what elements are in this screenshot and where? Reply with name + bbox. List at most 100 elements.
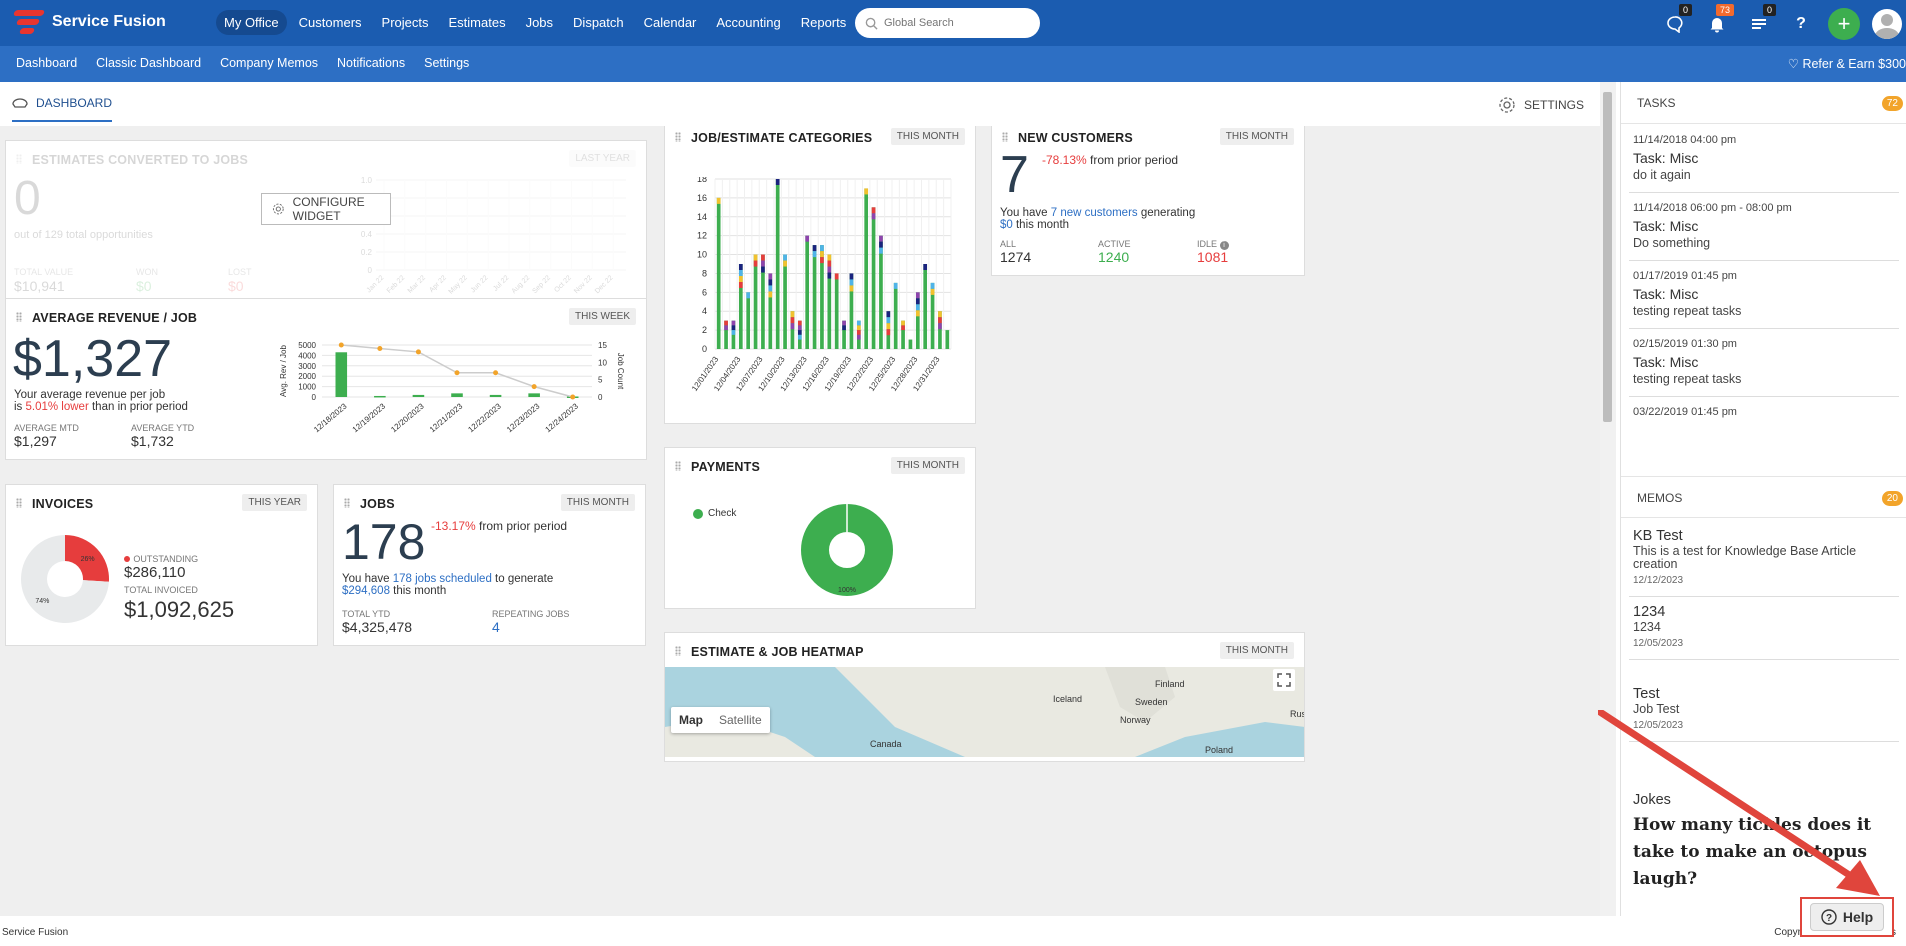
y-tick-label: 14 bbox=[697, 212, 707, 222]
category-bar bbox=[724, 320, 728, 349]
help-button[interactable]: ? Help bbox=[1809, 903, 1885, 931]
x-tick-label: Oct 22 bbox=[553, 274, 573, 294]
nav-accounting[interactable]: Accounting bbox=[716, 15, 781, 30]
subnav-classic-dashboard[interactable]: Classic Dashboard bbox=[96, 56, 202, 70]
new-customers-line1: You have 7 new customers generating bbox=[1000, 207, 1196, 219]
task-desc: Do something bbox=[1633, 236, 1711, 250]
category-bar bbox=[930, 282, 935, 349]
category-bar-segment bbox=[879, 247, 883, 254]
heatmap-widget: ESTIMATE & JOB HEATMAP THIS MONTH Map Sa… bbox=[664, 632, 1305, 762]
search-input[interactable] bbox=[884, 17, 1024, 29]
task-desc: testing repeat tasks bbox=[1633, 304, 1742, 318]
nav-projects[interactable]: Projects bbox=[381, 15, 429, 30]
job-count-point bbox=[570, 394, 576, 400]
info-icon[interactable]: i bbox=[1219, 241, 1229, 250]
dashboard-settings-button[interactable]: SETTINGS bbox=[1498, 96, 1584, 114]
memo-item[interactable]: KB Test This is a test for Knowledge Base… bbox=[1629, 518, 1899, 597]
nav-calendar[interactable]: Calendar bbox=[643, 15, 697, 30]
global-search[interactable] bbox=[855, 8, 1040, 38]
category-bar-segment bbox=[879, 241, 883, 248]
configure-widget-button[interactable]: CONFIGURE WIDGET bbox=[261, 193, 391, 225]
category-bar-segment bbox=[797, 320, 802, 326]
category-bar-segment bbox=[768, 273, 773, 280]
fullscreen-button[interactable] bbox=[1273, 669, 1295, 691]
nav-my-office[interactable]: My Office bbox=[216, 10, 287, 35]
subnav-company-memos[interactable]: Company Memos bbox=[220, 56, 319, 70]
period-select[interactable]: THIS MONTH bbox=[890, 457, 965, 474]
map-tab[interactable]: Map bbox=[679, 713, 703, 727]
category-bar bbox=[761, 254, 765, 349]
task-item[interactable]: 11/14/2018 06:00 pm - 08:00 pm Task: Misc… bbox=[1629, 192, 1899, 261]
category-bar bbox=[945, 330, 950, 349]
chat-button[interactable]: 0 bbox=[1660, 4, 1692, 39]
tasks-button[interactable]: 0 bbox=[1744, 4, 1776, 39]
notifications-button[interactable]: 73 bbox=[1702, 4, 1734, 39]
new-customers-link[interactable]: 7 new customers bbox=[1050, 207, 1138, 219]
category-bar bbox=[812, 245, 817, 349]
help-icon-button[interactable]: ? bbox=[1786, 9, 1816, 39]
job-estimate-categories-widget: JOB/ESTIMATE CATEGORIES THIS MONTH 0 2 4 6 8… bbox=[664, 126, 976, 424]
map-label: Norway bbox=[1120, 715, 1151, 725]
task-item[interactable]: 02/15/2019 01:30 pm Task: Misc testing rep… bbox=[1629, 328, 1899, 397]
task-item[interactable]: 11/14/2018 04:00 pm Task: Misc do it again bbox=[1629, 124, 1899, 193]
category-bar-segment bbox=[938, 323, 942, 330]
nav-reports[interactable]: Reports bbox=[800, 15, 847, 30]
service-fusion-logo[interactable]: Service Fusion bbox=[12, 8, 166, 36]
jobs-ytd-value: $4,325,478 bbox=[342, 619, 413, 635]
x-tick-label: Apr 22 bbox=[428, 274, 448, 294]
category-bar-segment bbox=[886, 323, 891, 330]
jobs-scheduled-link[interactable]: 178 jobs scheduled bbox=[392, 573, 492, 585]
nav-estimates[interactable]: Estimates bbox=[448, 15, 506, 30]
period-select[interactable]: THIS MONTH bbox=[560, 494, 635, 511]
job-count-point bbox=[493, 370, 499, 376]
nav-jobs[interactable]: Jobs bbox=[525, 15, 554, 30]
memo-item[interactable]: Test Job Test 12/05/2023 bbox=[1629, 676, 1899, 742]
repeating-jobs-value[interactable]: 4 bbox=[492, 619, 500, 635]
refer-link[interactable]: ♡ Refer & Earn $300 bbox=[1788, 56, 1906, 71]
invoices-widget: INVOICES THIS YEAR 26% 74% OUTSTANDING $2… bbox=[5, 484, 318, 646]
task-time: 11/14/2018 06:00 pm - 08:00 pm bbox=[1633, 202, 1792, 214]
period-select[interactable]: THIS WEEK bbox=[568, 308, 636, 325]
user-avatar[interactable] bbox=[1872, 9, 1902, 39]
category-bar-segment bbox=[731, 320, 736, 326]
memo-title: KB Test bbox=[1633, 528, 1683, 544]
period-select[interactable]: THIS MONTH bbox=[1219, 642, 1294, 659]
task-item[interactable]: 01/17/2019 01:45 pm Task: Misc testing rep… bbox=[1629, 260, 1899, 329]
category-bar-segment bbox=[886, 329, 891, 336]
satellite-tab[interactable]: Satellite bbox=[719, 713, 762, 727]
period-select[interactable]: THIS YEAR bbox=[242, 494, 307, 511]
category-bar-segment bbox=[915, 298, 920, 305]
widget-title: JOBS bbox=[360, 497, 395, 511]
category-bar bbox=[783, 254, 787, 349]
tasks-header: TASKS 72 bbox=[1621, 82, 1906, 124]
task-item[interactable]: 03/22/2019 01:45 pm bbox=[1629, 396, 1899, 422]
nav-customers[interactable]: Customers bbox=[298, 15, 362, 30]
y-tick-label: 6 bbox=[702, 287, 707, 297]
nav-dispatch[interactable]: Dispatch bbox=[573, 15, 624, 30]
category-bar-segment bbox=[879, 235, 883, 242]
memo-item[interactable]: 1234 1234 12/05/2023 bbox=[1629, 594, 1899, 660]
task-time: 03/22/2019 01:45 pm bbox=[1633, 406, 1737, 418]
tab-dashboard[interactable]: DASHBOARD bbox=[12, 96, 113, 122]
period-select[interactable]: THIS MONTH bbox=[1219, 128, 1294, 145]
job-count-point bbox=[377, 345, 383, 351]
total-value-label: TOTAL VALUE bbox=[14, 267, 74, 277]
subnav-dashboard[interactable]: Dashboard bbox=[16, 56, 78, 70]
category-bar bbox=[893, 282, 898, 349]
category-bar-segment bbox=[834, 273, 839, 280]
pie-label: 74% bbox=[35, 598, 49, 605]
main-scrollbar[interactable] bbox=[1600, 82, 1616, 916]
period-select[interactable]: THIS MONTH bbox=[890, 128, 965, 145]
category-bar bbox=[901, 320, 905, 349]
map-type-toggle: Map Satellite bbox=[671, 707, 770, 733]
y-right-tick: 0 bbox=[598, 393, 603, 402]
quick-add-button[interactable]: + bbox=[1828, 8, 1860, 40]
period-select[interactable]: LAST YEAR bbox=[569, 150, 636, 167]
sub-navbar: Dashboard Classic Dashboard Company Memos N… bbox=[0, 46, 1906, 82]
x-tick-label: Nov 22 bbox=[573, 274, 594, 295]
subnav-settings[interactable]: Settings bbox=[424, 56, 470, 70]
new-customers-value: 7 bbox=[1000, 146, 1029, 204]
subnav-notifications[interactable]: Notifications bbox=[337, 56, 406, 70]
heatmap-map[interactable]: Map Satellite Finland Iceland Sweden Norway… bbox=[665, 667, 1304, 757]
category-bar-segment bbox=[923, 264, 928, 270]
